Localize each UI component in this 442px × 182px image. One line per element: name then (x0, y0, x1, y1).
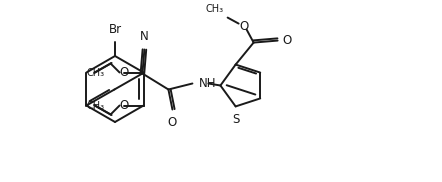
Text: CH₃: CH₃ (87, 100, 105, 110)
Text: O: O (119, 66, 128, 79)
Text: O: O (168, 116, 177, 130)
Text: CH₃: CH₃ (87, 68, 105, 78)
Text: O: O (239, 20, 248, 33)
Text: O: O (119, 99, 128, 112)
Text: O: O (282, 34, 292, 47)
Text: Br: Br (108, 23, 122, 36)
Text: N: N (140, 29, 149, 43)
Text: S: S (232, 113, 239, 126)
Text: NH: NH (198, 77, 216, 90)
Text: CH₃: CH₃ (206, 4, 224, 14)
